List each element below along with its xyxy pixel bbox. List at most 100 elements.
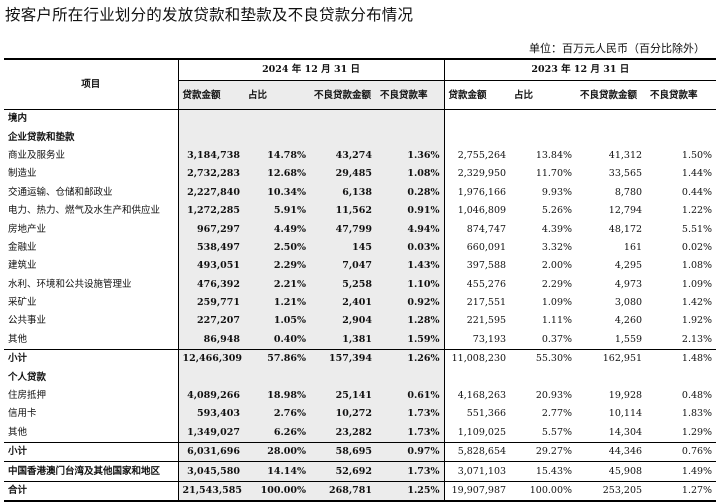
- npl-ratio-2024-cell: 0.97%: [376, 442, 445, 462]
- share-2023-cell: 15.43%: [510, 461, 577, 482]
- section-label: 企业贷款和垫款: [8, 131, 75, 143]
- npl-ratio-2023-cell: 1.49%: [646, 461, 717, 482]
- amount-2024-cell: 2,227,840: [177, 183, 244, 202]
- amount-2024-cell: 21,543,585: [177, 480, 244, 502]
- npl-ratio-2024-cell: 1.08%: [376, 165, 445, 184]
- npl-amount-2023-cell: 14,304: [608, 426, 643, 438]
- col-2023-amount: 贷款金额: [443, 80, 511, 110]
- col-2023-share: 占比: [510, 80, 577, 110]
- amount-2023-cell: 73,193: [443, 330, 511, 350]
- empty-cell: [510, 110, 576, 129]
- npl-amount-2024-cell: 145: [310, 238, 376, 258]
- empty-cell: [443, 109, 511, 129]
- npl-ratio-2023-cell: 5.51%: [681, 223, 713, 235]
- npl-amount-2024-cell: 2,401: [310, 293, 376, 313]
- share-2024-cell: 1.21%: [244, 293, 310, 313]
- header-2024: 2024 年 12 月 31 日: [177, 59, 445, 81]
- share-2024-cell: 100.00%: [244, 480, 310, 502]
- npl-amount-2024-cell: 29,485: [310, 165, 376, 184]
- total-row: 合计 21,543,585 100.00% 268,781 1.25% 19,907,98…: [4, 480, 717, 502]
- npl-amount-2023-cell: 1,559: [614, 333, 643, 345]
- empty-cell: [646, 128, 716, 146]
- row-label: 小计: [4, 442, 178, 462]
- share-2023-cell: 13.84%: [535, 149, 573, 161]
- row-label: 房地产业: [8, 223, 47, 235]
- share-2024-cell: 4.49%: [244, 220, 310, 239]
- npl-amount-2023-cell: 162,951: [576, 349, 647, 369]
- npl-amount-2024-cell: 25,141: [310, 386, 376, 406]
- empty-cell: [443, 128, 511, 147]
- table-row: 房地产业 967,297 4.49% 47,799 4.94% 874,747 4.39% 4…: [4, 220, 716, 239]
- share-2023-cell: 0.37%: [541, 333, 573, 345]
- npl-amount-2024-cell: 268,781: [310, 480, 376, 502]
- empty-cell: [576, 128, 646, 146]
- npl-amount-2023-cell: 44,346: [576, 442, 647, 462]
- section-domestic: 境内: [4, 109, 716, 129]
- share-2023-cell: 29.27%: [510, 442, 577, 462]
- share-2023-cell: 9.93%: [541, 186, 573, 198]
- col-2023-npl-ratio: 不良贷款率: [646, 80, 717, 110]
- share-2024-cell: 0.40%: [244, 330, 310, 350]
- npl-amount-2023-cell: 33,565: [608, 168, 643, 180]
- npl-ratio-2023-cell: 1.09%: [681, 278, 713, 290]
- amount-2024-cell: 538,497: [177, 238, 244, 258]
- share-2023-cell: 5.57%: [541, 426, 573, 438]
- table-row: 其他 86,948 0.40% 1,381 1.59% 73,193 0.37% 1,559 2…: [4, 330, 716, 350]
- row-label: 电力、热力、燃气及水生产和供应业: [8, 205, 161, 217]
- npl-amount-2024-cell: 10,272: [310, 405, 376, 424]
- empty-cell: [510, 128, 576, 146]
- row-label: 小计: [4, 349, 178, 369]
- amount-2024-cell: 227,207: [177, 312, 244, 331]
- npl-ratio-2024-cell: 0.91%: [376, 201, 445, 221]
- share-2023-cell: 55.30%: [510, 349, 577, 369]
- overseas-row: 中国香港澳门台湾及其他国家和地区 3,045,580 14.14% 52,692 1.7…: [4, 461, 717, 482]
- table-row: 建筑业 493,051 2.29% 7,047 1.43% 397,588 2.00% 4,2…: [4, 257, 716, 276]
- amount-2024-cell: 593,403: [177, 405, 244, 424]
- empty-cell: [376, 128, 445, 147]
- npl-ratio-2023-cell: 2.13%: [681, 333, 713, 345]
- amount-2024-cell: 6,031,696: [177, 442, 244, 462]
- empty-cell: [310, 368, 376, 387]
- amount-2024-cell: 259,771: [177, 293, 244, 313]
- share-2024-cell: 5.91%: [244, 201, 310, 221]
- table-row: 住房抵押 4,089,266 18.98% 25,141 0.61% 4,168,263 2…: [4, 386, 716, 406]
- row-label: 公共事业: [8, 315, 47, 327]
- empty-cell: [310, 128, 376, 147]
- row-label: 金融业: [8, 241, 37, 253]
- npl-amount-2023-cell: 253,205: [576, 480, 647, 502]
- share-2024-cell: 18.98%: [244, 386, 310, 406]
- npl-amount-2024-cell: 23,282: [310, 423, 376, 443]
- share-2024-cell: 2.50%: [244, 238, 310, 258]
- amount-2023-cell: 551,366: [443, 405, 511, 424]
- npl-amount-2023-cell: 4,260: [614, 315, 643, 327]
- table-row: 其他 1,349,027 6.26% 23,282 1.73% 1,109,025 5.57…: [4, 423, 716, 443]
- share-2023-cell: 20.93%: [535, 390, 573, 402]
- share-2023-cell: 1.09%: [541, 297, 573, 309]
- row-label: 其他: [8, 333, 28, 345]
- share-2024-cell: 57.86%: [244, 349, 310, 369]
- npl-amount-2023-cell: 161: [623, 241, 643, 253]
- npl-amount-2023-cell: 10,114: [608, 408, 643, 420]
- npl-amount-2024-cell: 1,381: [310, 330, 376, 350]
- row-label: 水利、环境和公共设施管理业: [8, 278, 132, 290]
- amount-2024-cell: 86,948: [177, 330, 244, 350]
- amount-2023-cell: 5,828,654: [443, 442, 511, 462]
- npl-ratio-2023-cell: 0.44%: [681, 186, 713, 198]
- row-label: 中国香港澳门台湾及其他国家和地区: [4, 461, 178, 482]
- loan-distribution-table: 项目 2024 年 12 月 31 日 2023 年 12 月 31 日 贷款金…: [4, 58, 717, 502]
- npl-amount-2024-cell: 7,047: [310, 257, 376, 276]
- col-2024-npl-ratio: 不良贷款率: [376, 80, 445, 110]
- npl-ratio-2024-cell: 1.43%: [376, 257, 445, 276]
- amount-2023-cell: 221,595: [443, 312, 511, 331]
- table-row: 采矿业 259,771 1.21% 2,401 0.92% 217,551 1.09% 3,0…: [4, 293, 716, 313]
- amount-2023-cell: 1,046,809: [443, 201, 511, 221]
- amount-2024-cell: 493,051: [177, 257, 244, 276]
- row-label: 信用卡: [8, 408, 37, 420]
- share-2024-cell: 2.29%: [244, 257, 310, 276]
- section-label: 个人贷款: [8, 371, 47, 383]
- npl-ratio-2024-cell: 4.94%: [376, 220, 445, 239]
- npl-ratio-2024-cell: 0.61%: [376, 386, 445, 406]
- npl-ratio-2023-cell: 1.50%: [681, 149, 713, 161]
- unit-note: 单位：百万元人民币（百分比除外）: [529, 42, 705, 55]
- empty-cell: [376, 368, 445, 387]
